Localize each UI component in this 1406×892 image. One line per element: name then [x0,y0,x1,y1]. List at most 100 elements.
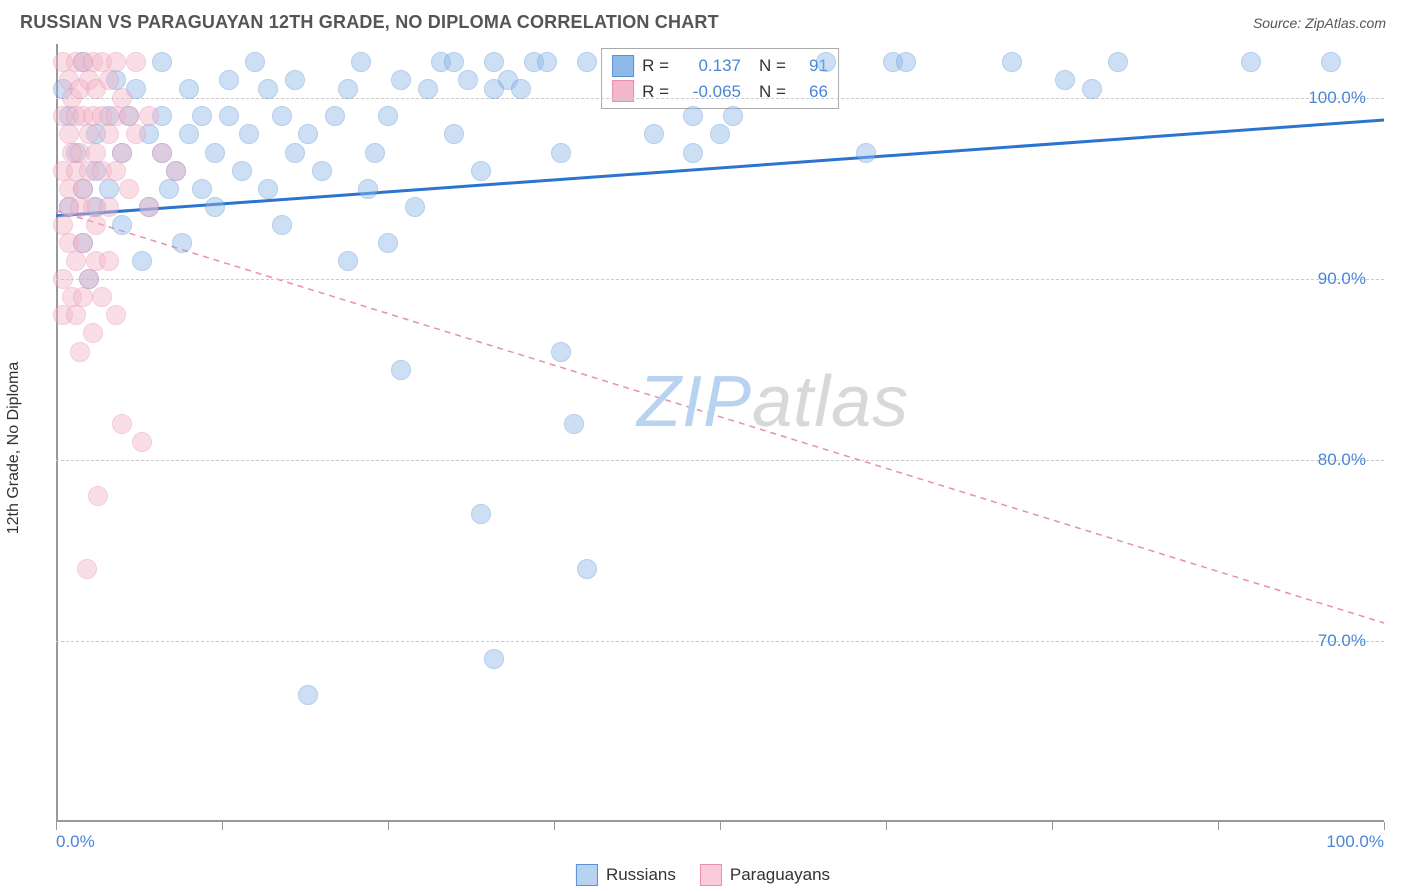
legend-swatch [612,55,634,77]
scatter-point [723,106,743,126]
legend-item: Russians [576,864,676,886]
x-tick [388,822,389,830]
n-label: N = [759,79,786,105]
scatter-point [458,70,478,90]
scatter-point [166,161,186,181]
scatter-point [444,52,464,72]
x-tick [222,822,223,830]
scatter-point [551,143,571,163]
n-value: 66 [794,79,828,105]
scatter-point [219,70,239,90]
scatter-point [53,269,73,289]
scatter-point [172,233,192,253]
scatter-point [99,179,119,199]
scatter-point [192,106,212,126]
scatter-point [88,486,108,506]
x-tick [1384,822,1385,830]
scatter-point [179,79,199,99]
scatter-point [73,233,93,253]
scatter-point [405,197,425,217]
stats-row: R = -0.065 N = 66 [612,79,828,105]
r-value: 0.137 [677,53,741,79]
y-tick-label: 90.0% [1318,269,1366,289]
x-tick [720,822,721,830]
x-min-label: 0.0% [56,832,95,852]
scatter-point [258,179,278,199]
scatter-point [239,124,259,144]
scatter-point [79,124,99,144]
scatter-point [484,52,504,72]
scatter-point [444,124,464,144]
scatter-point [484,649,504,669]
scatter-point [92,287,112,307]
scatter-point [119,106,139,126]
scatter-point [338,79,358,99]
scatter-point [351,52,371,72]
source-label: Source: ZipAtlas.com [1253,15,1386,31]
scatter-point [152,143,172,163]
scatter-point [511,79,531,99]
scatter-point [139,106,159,126]
x-max-label: 100.0% [1326,832,1384,852]
scatter-point [258,79,278,99]
grid-line [56,98,1384,99]
legend-swatch [700,864,722,886]
scatter-point [219,106,239,126]
scatter-point [99,251,119,271]
scatter-point [816,52,836,72]
scatter-point [86,143,106,163]
scatter-point [126,124,146,144]
chart-title: RUSSIAN VS PARAGUAYAN 12TH GRADE, NO DIP… [20,12,719,33]
scatter-point [272,106,292,126]
scatter-point [66,251,86,271]
scatter-point [683,106,703,126]
scatter-point [106,52,126,72]
scatter-point [298,124,318,144]
y-tick-label: 80.0% [1318,450,1366,470]
bottom-legend: Russians Paraguayans [576,864,830,886]
scatter-point [179,124,199,144]
scatter-point [1055,70,1075,90]
plot-area: ZIPatlas R =0.137N =91R =-0.065N =66 70.… [56,44,1384,822]
scatter-point [285,143,305,163]
legend-label: Paraguayans [730,865,830,885]
x-tick [1052,822,1053,830]
scatter-point [285,70,305,90]
scatter-point [205,143,225,163]
scatter-point [106,305,126,325]
scatter-point [73,287,93,307]
scatter-point [152,52,172,72]
scatter-point [391,360,411,380]
grid-line [56,641,1384,642]
trend-line [56,210,1384,623]
scatter-point [1082,79,1102,99]
scatter-point [564,414,584,434]
scatter-point [83,323,103,343]
scatter-point [77,559,97,579]
scatter-point [59,124,79,144]
scatter-point [139,197,159,217]
stats-legend-box: R =0.137N =91R =-0.065N =66 [601,48,839,109]
scatter-point [232,161,252,181]
watermark: ZIPatlas [637,361,909,443]
scatter-point [66,305,86,325]
legend-item: Paraguayans [700,864,830,886]
scatter-point [112,143,132,163]
scatter-point [365,143,385,163]
scatter-point [106,161,126,181]
r-label: R = [642,79,669,105]
x-tick [1218,822,1219,830]
scatter-point [537,52,557,72]
y-tick-label: 100.0% [1308,88,1366,108]
scatter-point [99,197,119,217]
scatter-point [338,251,358,271]
scatter-point [391,70,411,90]
scatter-point [70,342,90,362]
scatter-point [325,106,345,126]
scatter-point [159,179,179,199]
scatter-point [112,215,132,235]
r-value: -0.065 [677,79,741,105]
scatter-point [73,179,93,199]
y-tick-label: 70.0% [1318,631,1366,651]
scatter-point [79,269,99,289]
